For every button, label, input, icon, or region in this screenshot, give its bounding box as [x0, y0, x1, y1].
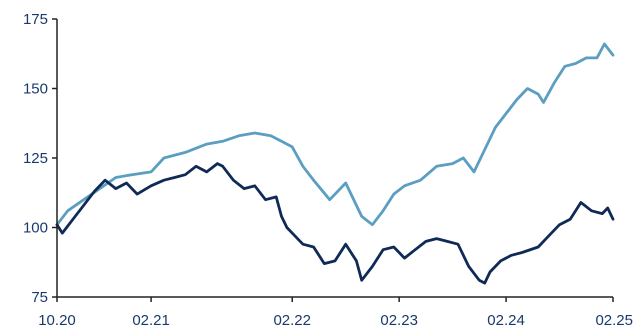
y-tick-label: 100 [23, 220, 48, 237]
x-tick-label: 02.25 [595, 312, 633, 327]
x-tick-label: 02.24 [487, 312, 525, 327]
x-tick-label: 10.20 [38, 312, 76, 327]
y-tick-label: 150 [23, 81, 48, 98]
x-axis-ticks: 10.20 02.21 02.22 02.23 02.24 02.25 [38, 297, 633, 327]
y-tick-label: 175 [23, 11, 48, 28]
y-tick-label: 75 [31, 289, 48, 306]
x-tick-label: 02.21 [132, 312, 170, 327]
series-line-1 [55, 42, 615, 227]
y-tick-label: 125 [23, 150, 48, 167]
x-tick-label: 02.23 [380, 312, 418, 327]
x-tick-label: 02.22 [273, 312, 311, 327]
series-layer [55, 42, 615, 285]
series-line-2 [55, 162, 615, 285]
y-axis-ticks: 75 100 125 150 175 [23, 11, 57, 306]
